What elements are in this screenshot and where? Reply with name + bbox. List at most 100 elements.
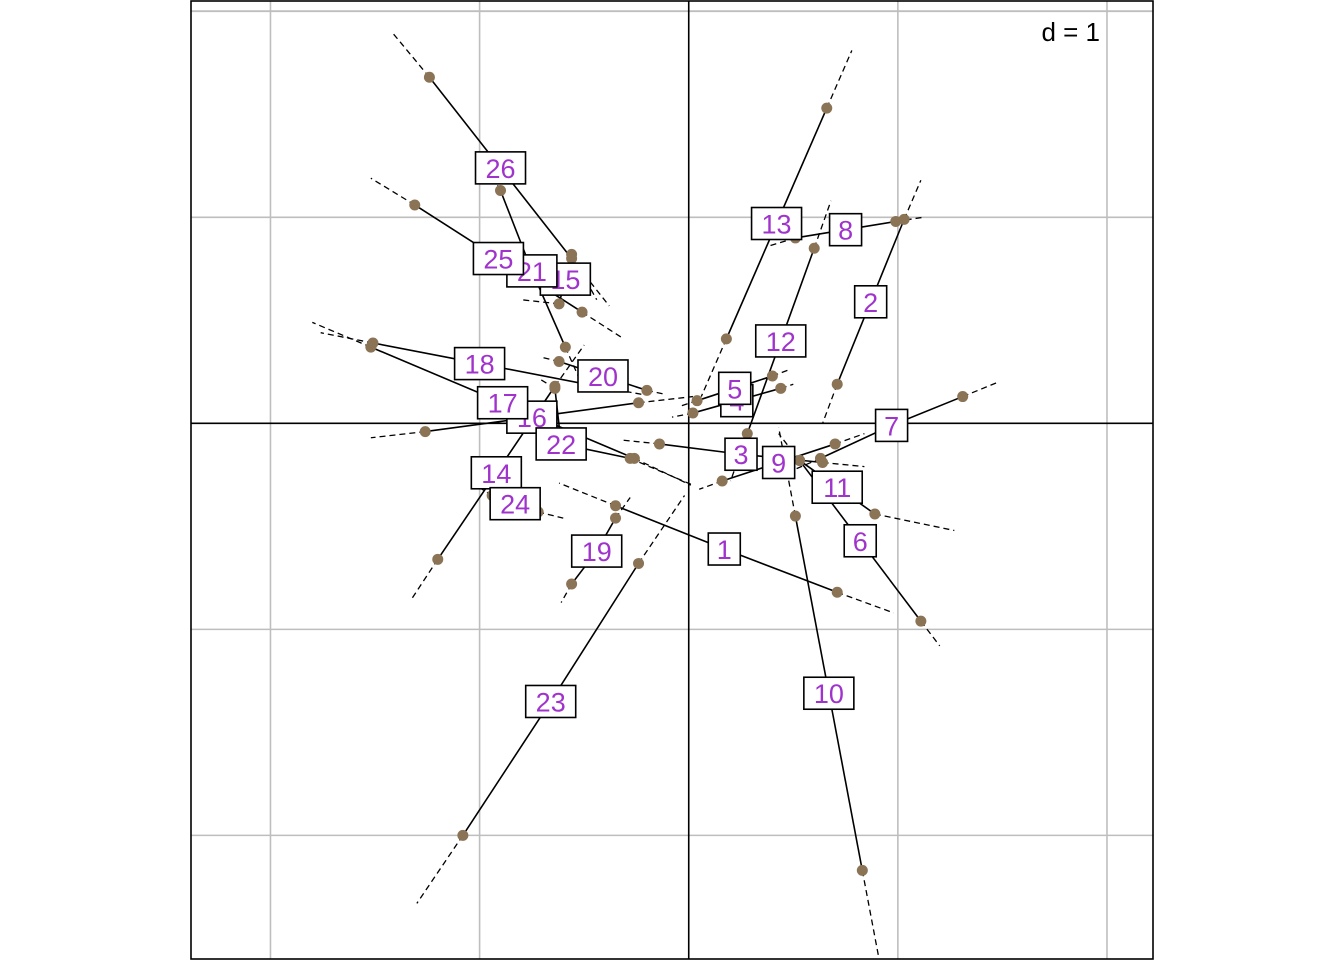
label-text-1: 1 xyxy=(717,535,732,565)
projected-point-13 xyxy=(720,333,732,345)
projected-point-16 xyxy=(633,397,645,409)
projection-tail-22 xyxy=(629,457,694,486)
projected-point-14 xyxy=(432,553,444,565)
projection-tail-25 xyxy=(581,311,625,340)
projected-point-1 xyxy=(610,500,622,512)
label-box-3 xyxy=(724,437,758,472)
projection-line-23 xyxy=(550,563,640,702)
projection-tail-14 xyxy=(410,558,439,601)
label-text-12: 12 xyxy=(766,327,796,357)
label-box-24 xyxy=(489,486,541,521)
projected-point-10 xyxy=(789,510,801,522)
projection-tail-12 xyxy=(813,200,832,249)
item-label-18: 18 xyxy=(453,346,506,381)
projection-tail-1 xyxy=(836,591,894,614)
item-label-8: 8 xyxy=(828,212,863,247)
item-label-6: 6 xyxy=(843,523,878,558)
item-label-10: 10 xyxy=(803,676,855,711)
label-box-1 xyxy=(707,532,742,566)
label-box-26 xyxy=(474,151,527,185)
item-label-17: 17 xyxy=(476,385,529,420)
label-box-20 xyxy=(577,359,629,393)
label-text-9: 9 xyxy=(771,448,786,478)
projection-tail-17 xyxy=(312,321,372,348)
projected-point-12 xyxy=(741,428,753,440)
projected-point-4 xyxy=(687,407,699,419)
projected-point-26 xyxy=(566,253,578,265)
projected-point-8 xyxy=(890,215,902,227)
label-text-18: 18 xyxy=(465,350,495,380)
projected-points xyxy=(365,71,969,876)
projected-point-18 xyxy=(367,337,379,349)
projection-line-13 xyxy=(775,107,828,224)
label-text-7: 7 xyxy=(884,411,899,441)
projection-line-23 xyxy=(462,701,552,836)
projection-line-1 xyxy=(723,548,838,594)
projection-tail-11 xyxy=(874,513,955,532)
projection-tail-13 xyxy=(700,338,727,397)
item-label-1: 1 xyxy=(707,532,742,566)
projection-tail-13 xyxy=(826,50,853,109)
projected-point-26 xyxy=(423,71,435,83)
label-text-10: 10 xyxy=(814,679,844,709)
item-label-20: 20 xyxy=(577,359,629,393)
origin-axes xyxy=(191,1,1153,959)
scale-label: d = 1 xyxy=(1041,17,1100,47)
label-box-12 xyxy=(754,324,807,358)
item-label-19: 19 xyxy=(570,534,623,568)
item-label-9: 9 xyxy=(761,445,796,480)
projected-point-2 xyxy=(898,213,910,225)
item-label-24: 24 xyxy=(489,486,541,521)
label-box-5 xyxy=(717,371,752,406)
projected-point-4 xyxy=(775,382,787,394)
label-text-25: 25 xyxy=(483,245,513,275)
projection-line-1 xyxy=(615,505,725,550)
label-text-22: 22 xyxy=(546,430,576,460)
projected-point-19 xyxy=(566,578,578,590)
item-label-13: 13 xyxy=(750,206,803,241)
label-text-11: 11 xyxy=(823,473,851,503)
item-label-23: 23 xyxy=(524,684,577,719)
label-text-20: 20 xyxy=(588,362,618,392)
label-text-17: 17 xyxy=(488,389,518,419)
label-text-19: 19 xyxy=(582,537,612,567)
projected-point-25 xyxy=(409,199,421,211)
projection-lines xyxy=(312,31,999,960)
projected-point-20 xyxy=(641,384,653,396)
projected-point-23 xyxy=(633,557,645,569)
projected-point-21 xyxy=(495,185,507,197)
label-box-25 xyxy=(472,241,525,276)
projection-tail-23 xyxy=(638,495,686,564)
projection-tail-18 xyxy=(320,332,374,344)
projected-point-20 xyxy=(553,356,565,368)
label-text-2: 2 xyxy=(863,288,878,318)
projected-point-7 xyxy=(957,391,969,403)
label-text-26: 26 xyxy=(485,154,515,184)
projection-tail-2 xyxy=(821,383,838,424)
projection-tail-3 xyxy=(822,461,865,468)
projection-line-10 xyxy=(794,515,830,694)
item-label-3: 3 xyxy=(724,437,758,472)
label-box-22 xyxy=(535,427,587,461)
item-label-25: 25 xyxy=(472,241,525,276)
item-label-12: 12 xyxy=(754,324,807,358)
projected-point-5 xyxy=(691,395,703,407)
projection-tail-1 xyxy=(558,482,616,507)
projected-point-3 xyxy=(653,438,665,450)
label-box-6 xyxy=(843,523,878,558)
projected-point-25 xyxy=(576,306,588,318)
label-box-8 xyxy=(828,212,863,247)
projection-tail-21 xyxy=(483,161,502,191)
label-box-10 xyxy=(803,676,855,711)
projected-point-22 xyxy=(624,452,636,464)
projection-tail-16 xyxy=(370,430,426,439)
label-box-18 xyxy=(453,346,506,381)
item-label-26: 26 xyxy=(474,151,527,185)
projection-tail-16 xyxy=(638,395,693,404)
projection-line-10 xyxy=(828,693,864,871)
item-label-2: 2 xyxy=(853,284,888,319)
label-box-14 xyxy=(470,455,523,490)
projected-point-11 xyxy=(869,508,881,520)
projection-tail-15 xyxy=(521,299,560,305)
label-box-17 xyxy=(476,385,529,420)
